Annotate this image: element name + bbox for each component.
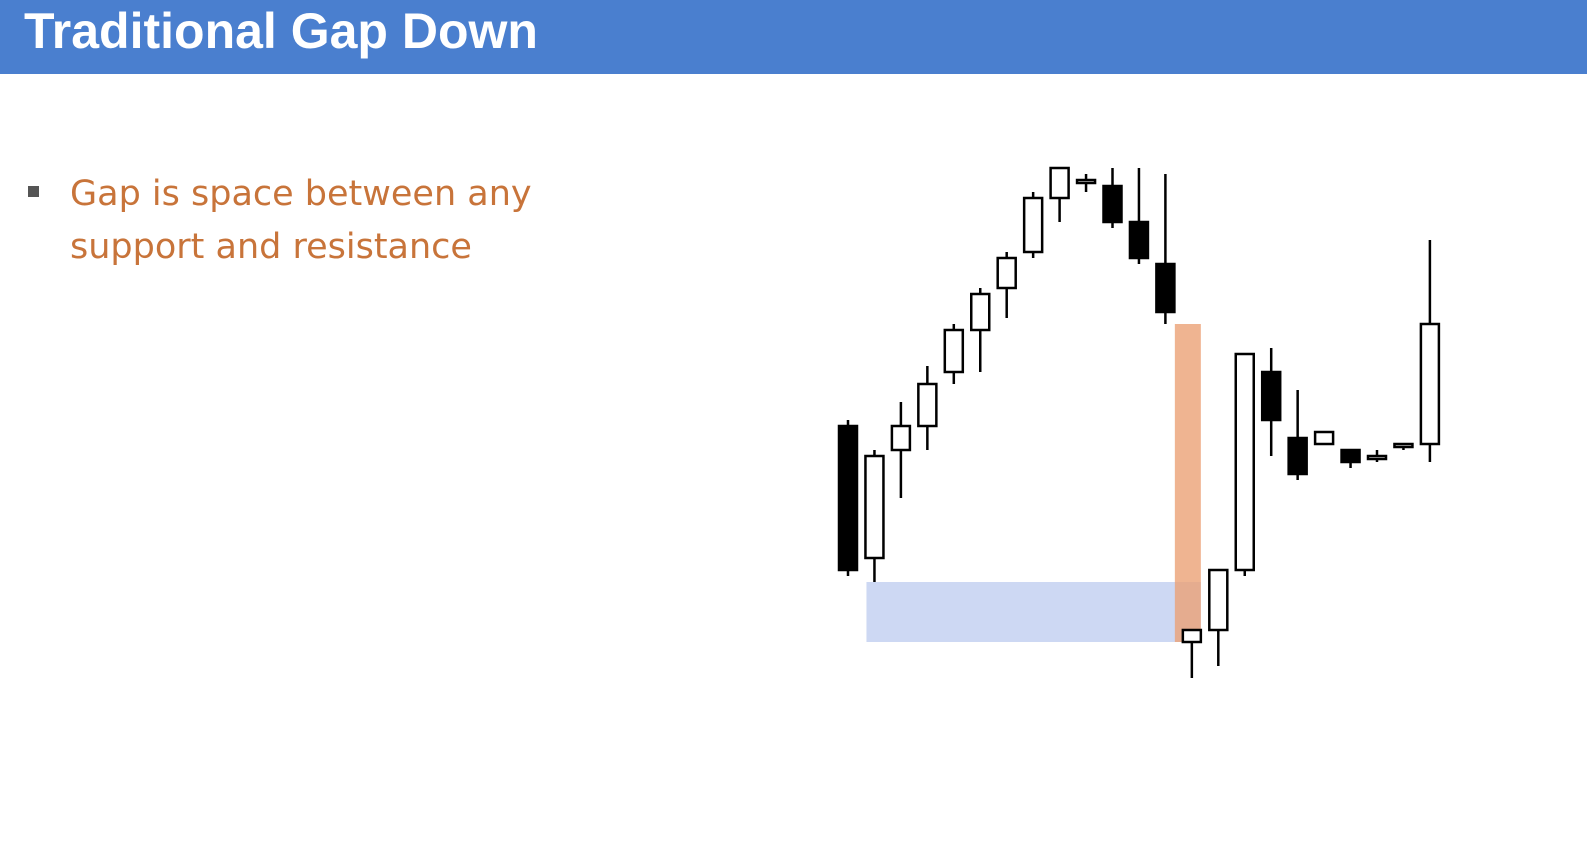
bearish-candle	[1340, 448, 1361, 464]
bearish-candle	[1102, 184, 1123, 224]
bullish-candle	[890, 424, 912, 452]
bullet-text: Gap is space between any support and res…	[70, 174, 532, 267]
bullish-candle	[1393, 442, 1414, 449]
bearish-candle	[837, 424, 859, 572]
bearish-candle	[1260, 370, 1282, 422]
bullish-candle	[917, 382, 938, 428]
bullish-candle	[1022, 196, 1044, 254]
bullish-candle	[1234, 352, 1255, 572]
support-zone-highlight	[866, 582, 1201, 642]
bearish-candle	[1155, 262, 1176, 314]
bullish-candle	[1208, 568, 1229, 632]
bullish-candle	[1181, 628, 1203, 644]
slide-title: Traditional Gap Down	[24, 3, 538, 59]
bullish-candle	[1366, 454, 1388, 461]
bullish-candle	[1313, 430, 1335, 446]
bullish-candle	[864, 454, 885, 560]
bullish-candle	[1419, 322, 1441, 446]
bullish-candle	[943, 328, 965, 374]
gap-zone-highlight	[1174, 324, 1201, 642]
bearish-candle	[1287, 436, 1308, 476]
bullish-candle	[996, 256, 1017, 290]
bullet-square-icon	[28, 186, 39, 197]
bullish-candle	[1049, 166, 1070, 200]
bullish-candle	[970, 292, 991, 332]
bearish-candle	[1128, 220, 1150, 260]
title-bar: Traditional Gap Down	[0, 0, 1587, 74]
bullish-candle	[1075, 178, 1097, 185]
